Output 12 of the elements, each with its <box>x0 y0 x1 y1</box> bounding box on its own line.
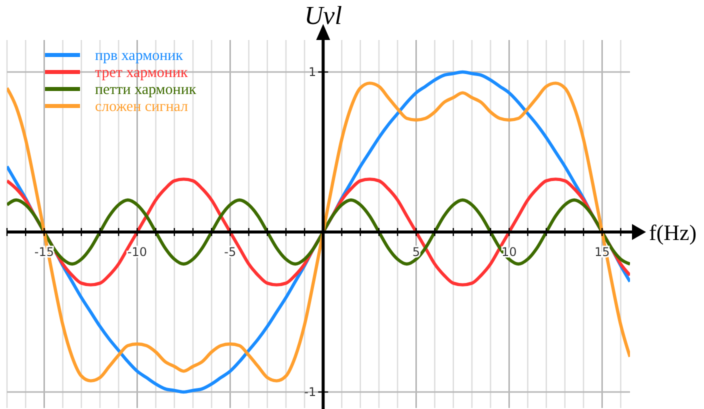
legend-label: трет хармоник <box>95 65 188 81</box>
x-tick-label: -10 <box>127 245 147 259</box>
x-axis-title: f(Hz) <box>649 220 697 245</box>
legend-label: прв хармоник <box>95 48 184 64</box>
x-tick-label: 5 <box>412 245 420 259</box>
y-tick-label: 1 <box>308 65 316 79</box>
x-tick-label: -5 <box>224 245 236 259</box>
legend-label: сложен сигнал <box>95 99 189 115</box>
line-series <box>7 198 630 266</box>
y-tick-label: -1 <box>304 385 316 399</box>
legend-label: петти хармоник <box>95 82 197 98</box>
y-axis-title: Uvl <box>304 1 342 30</box>
